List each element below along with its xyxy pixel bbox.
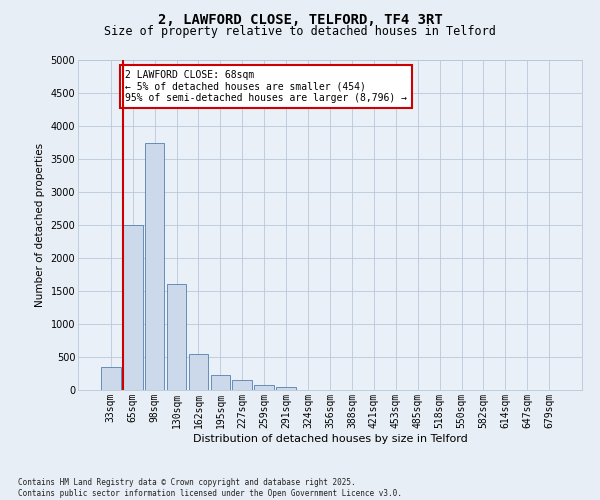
Bar	[145, 142, 164, 390]
Text: Contains HM Land Registry data © Crown copyright and database right 2025.
Contai: Contains HM Land Registry data © Crown c…	[18, 478, 402, 498]
Bar	[254, 384, 274, 390]
Bar	[211, 375, 230, 390]
Bar	[123, 225, 143, 390]
Bar	[101, 367, 121, 390]
Bar	[232, 380, 252, 390]
Text: Size of property relative to detached houses in Telford: Size of property relative to detached ho…	[104, 25, 496, 38]
X-axis label: Distribution of detached houses by size in Telford: Distribution of detached houses by size …	[193, 434, 467, 444]
Y-axis label: Number of detached properties: Number of detached properties	[35, 143, 45, 307]
Text: 2 LAWFORD CLOSE: 68sqm
← 5% of detached houses are smaller (454)
95% of semi-det: 2 LAWFORD CLOSE: 68sqm ← 5% of detached …	[125, 70, 407, 103]
Text: 2, LAWFORD CLOSE, TELFORD, TF4 3RT: 2, LAWFORD CLOSE, TELFORD, TF4 3RT	[158, 12, 442, 26]
Bar	[188, 354, 208, 390]
Bar	[167, 284, 187, 390]
Bar	[276, 388, 296, 390]
